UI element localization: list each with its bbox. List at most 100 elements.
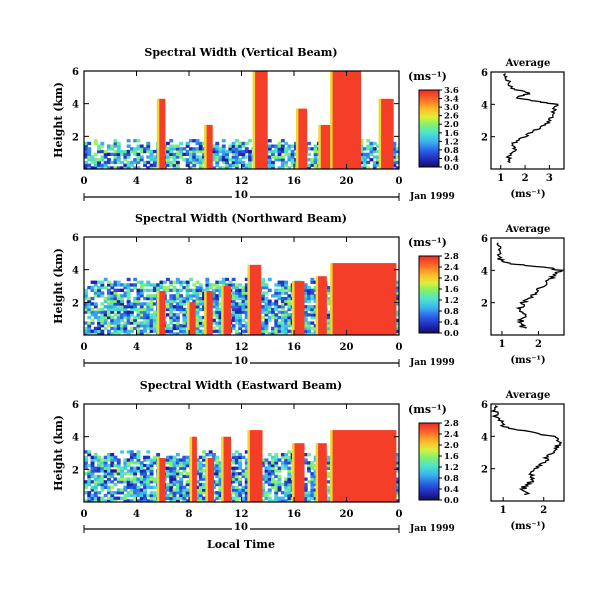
heat-cell xyxy=(198,488,203,492)
panel-title: Spectral Width (Eastward Beam) xyxy=(140,379,342,392)
heat-cell xyxy=(287,155,292,159)
heat-cell xyxy=(116,466,121,470)
heat-cell xyxy=(107,294,111,298)
heat-cell xyxy=(133,477,138,481)
heat-cell xyxy=(261,291,266,295)
heat-cell xyxy=(143,480,147,484)
heat-cell xyxy=(261,491,266,495)
heat-cell xyxy=(93,166,98,169)
heat-cell xyxy=(234,474,239,479)
heat-cell xyxy=(175,332,180,335)
heat-cell xyxy=(264,493,269,498)
heat-cell xyxy=(93,480,98,484)
heat-cell xyxy=(169,485,174,489)
heat-cell xyxy=(271,480,275,484)
heat-cell xyxy=(172,463,177,468)
heat-cell xyxy=(107,313,111,317)
heat-cell xyxy=(271,307,275,312)
heat-cell xyxy=(146,149,151,154)
heat-cell xyxy=(395,488,399,492)
colorbar-segment xyxy=(419,155,439,158)
heat-cell xyxy=(395,291,399,295)
heat-cell xyxy=(287,158,292,162)
colorbar-segment xyxy=(419,296,439,299)
heat-cell xyxy=(287,466,292,470)
heat-cell xyxy=(215,482,220,487)
strong-width-band xyxy=(249,264,262,335)
heat-cell xyxy=(110,480,115,484)
heat-cell xyxy=(123,321,128,325)
heat-cell xyxy=(271,482,275,487)
colorbar-segment xyxy=(419,426,439,430)
heat-cell xyxy=(274,144,279,148)
heat-cell xyxy=(280,302,285,306)
heat-cell xyxy=(156,455,161,459)
heat-cell xyxy=(133,455,138,459)
colorbar-segment xyxy=(419,275,439,278)
heat-cell xyxy=(202,166,206,169)
heat-cell xyxy=(179,485,184,489)
heat-cell xyxy=(84,288,88,292)
heat-cell xyxy=(198,163,203,167)
heat-cell xyxy=(287,313,292,317)
heat-cell xyxy=(395,329,399,333)
y-tick-label: 4 xyxy=(72,100,79,111)
heat-cell xyxy=(264,286,269,290)
heat-cell xyxy=(231,491,236,495)
heat-cell xyxy=(303,288,308,292)
heat-cell xyxy=(175,315,180,320)
heat-cell xyxy=(179,155,184,159)
x-tick-label: 16 xyxy=(287,509,301,520)
heat-cell xyxy=(120,302,124,306)
y-ticks: 246 xyxy=(72,67,399,143)
heat-cell xyxy=(146,147,151,151)
heat-cell xyxy=(244,305,249,309)
heat-cell xyxy=(90,307,95,312)
heat-cell xyxy=(87,329,92,333)
heat-cell xyxy=(100,461,105,465)
x-tick-label: 16 xyxy=(287,342,301,353)
heat-cell xyxy=(84,305,88,309)
heat-cell xyxy=(120,318,124,322)
heat-cell xyxy=(133,315,138,320)
heat-cell xyxy=(267,302,272,306)
colorbar-tick-label: 2.4 xyxy=(444,430,459,440)
heat-cell xyxy=(231,477,236,481)
heat-cell xyxy=(166,158,170,162)
colorbar-segment xyxy=(419,423,439,426)
heat-cell xyxy=(218,321,223,325)
colorbar-segment xyxy=(419,292,439,295)
y-ticks: 246 xyxy=(72,233,399,309)
heat-cell xyxy=(271,310,275,314)
heat-cell xyxy=(376,163,380,167)
heat-cell xyxy=(202,477,206,481)
heat-cell xyxy=(97,144,101,148)
heat-cell xyxy=(244,307,249,312)
heat-cell xyxy=(136,466,141,470)
heat-cell xyxy=(274,485,279,489)
heat-cell xyxy=(172,482,177,487)
heat-cell xyxy=(192,147,197,151)
heat-cell xyxy=(195,318,200,322)
heat-cell xyxy=(146,324,151,328)
heat-cell xyxy=(175,326,180,331)
heat-cell xyxy=(182,455,187,459)
heat-cell xyxy=(215,315,220,320)
heat-cell xyxy=(90,302,95,306)
colorbar-segment xyxy=(419,448,439,451)
heat-cell xyxy=(303,294,308,298)
heat-cell xyxy=(267,491,272,495)
heat-cell xyxy=(303,315,308,320)
band-edge xyxy=(330,71,333,169)
heat-cell xyxy=(100,477,105,481)
heat-cell xyxy=(126,480,131,484)
heat-cell xyxy=(143,149,147,154)
heat-cell xyxy=(93,315,98,320)
heat-cell xyxy=(100,321,105,325)
heat-cell xyxy=(185,461,190,465)
heat-cell xyxy=(172,324,177,328)
heat-cell xyxy=(284,149,289,154)
heat-cell xyxy=(169,332,174,335)
heat-cell xyxy=(287,299,292,303)
